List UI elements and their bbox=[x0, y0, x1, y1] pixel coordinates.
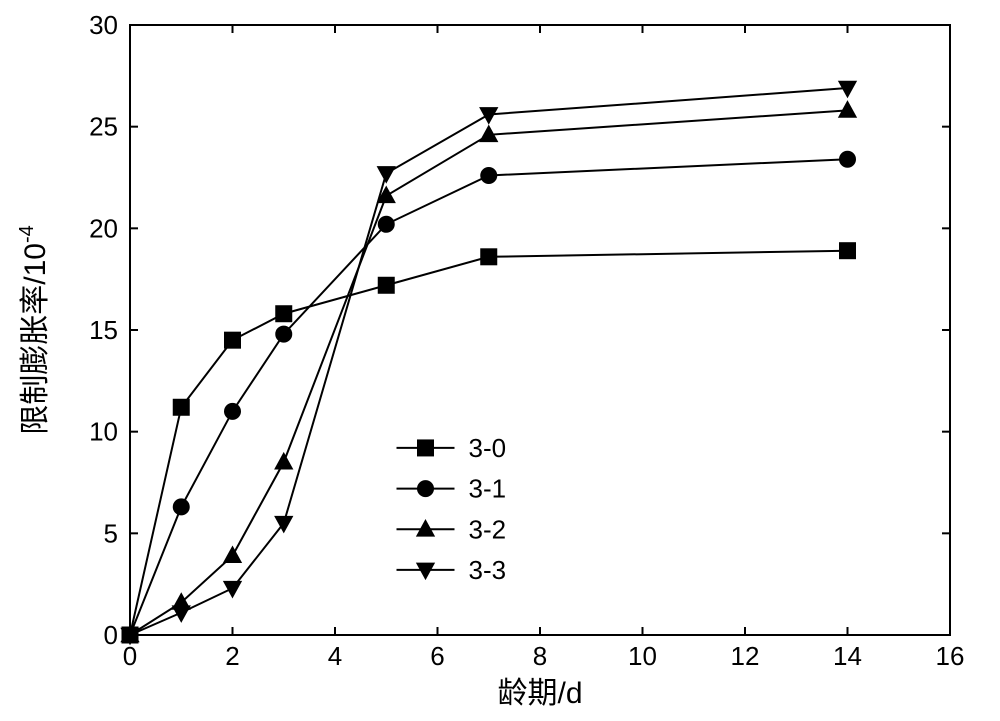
x-tick-label: 2 bbox=[225, 641, 239, 671]
y-tick-label: 5 bbox=[104, 518, 118, 548]
y-axis-label: 限制膨胀率/10-4 bbox=[16, 225, 52, 435]
x-axis-label: 龄期/d bbox=[497, 677, 582, 710]
y-tick-label: 20 bbox=[89, 213, 118, 243]
x-tick-label: 6 bbox=[430, 641, 444, 671]
x-tick-label: 10 bbox=[628, 641, 657, 671]
y-tick-label: 0 bbox=[104, 620, 118, 650]
x-tick-label: 16 bbox=[936, 641, 965, 671]
legend-label: 3-2 bbox=[469, 514, 507, 544]
x-tick-label: 0 bbox=[123, 641, 137, 671]
legend-label: 3-0 bbox=[469, 433, 507, 463]
legend-label: 3-3 bbox=[469, 555, 507, 585]
y-tick-label: 15 bbox=[89, 315, 118, 345]
x-tick-label: 14 bbox=[833, 641, 862, 671]
y-tick-label: 10 bbox=[89, 417, 118, 447]
x-tick-label: 4 bbox=[328, 641, 342, 671]
legend-label: 3-1 bbox=[469, 474, 507, 504]
expansion-rate-chart: 0 2 4 6 8 10 12 14 16 0 5 10 15 20 25 30 龄期/d 限制膨胀率/10-4 3… bbox=[0, 0, 1000, 721]
y-tick-label: 25 bbox=[89, 112, 118, 142]
x-tick-label: 12 bbox=[731, 641, 760, 671]
x-tick-label: 8 bbox=[533, 641, 547, 671]
y-tick-label: 30 bbox=[89, 10, 118, 40]
svg-text:限制膨胀率/10-4: 限制膨胀率/10-4 bbox=[16, 225, 52, 435]
